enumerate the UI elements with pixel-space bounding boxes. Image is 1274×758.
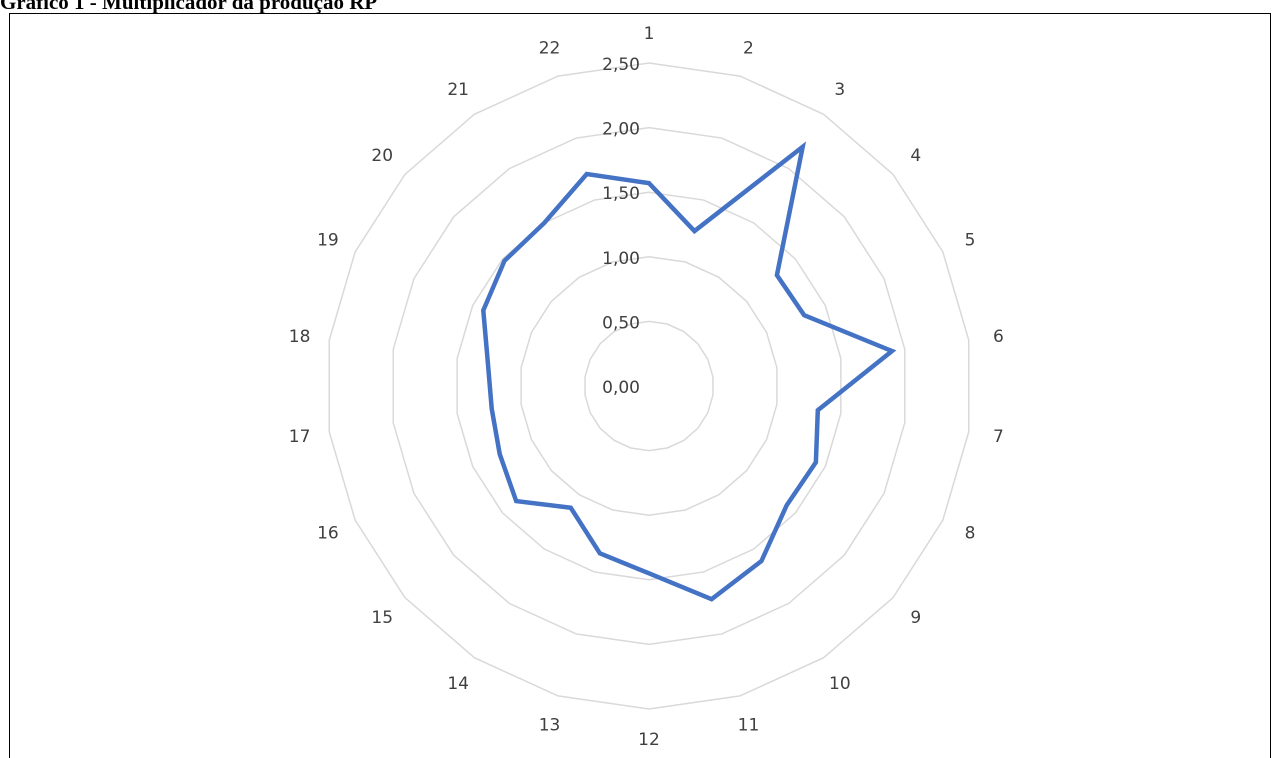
category-label: 22	[539, 38, 561, 58]
radar-series	[481, 141, 897, 602]
category-label: 2	[743, 38, 754, 58]
category-label: 8	[965, 524, 976, 544]
category-label: 13	[539, 716, 561, 736]
category-label: 19	[317, 230, 339, 250]
tick-label: 0,00	[602, 378, 640, 398]
grid-ring-3	[456, 191, 842, 581]
tick-label: 2,00	[602, 120, 640, 140]
category-label: 16	[317, 524, 339, 544]
category-label: 3	[834, 80, 845, 100]
category-label: 9	[910, 608, 921, 628]
category-label: 6	[993, 327, 1004, 347]
category-label: 4	[910, 146, 921, 166]
grid-ring-4	[392, 126, 906, 646]
radar-grid	[328, 62, 970, 710]
category-label: 17	[289, 427, 311, 447]
tick-label: 2,50	[602, 55, 640, 75]
category-label: 18	[289, 327, 311, 347]
series-line-0	[481, 141, 897, 602]
chart-frame	[9, 13, 1271, 758]
category-label: 14	[447, 674, 469, 694]
category-label: 20	[371, 146, 393, 166]
category-label: 7	[993, 427, 1004, 447]
grid-ring-5	[328, 62, 970, 710]
grid-ring-1	[584, 320, 714, 452]
tick-label: 1,50	[602, 184, 640, 204]
tick-label: 0,50	[602, 313, 640, 333]
grid-ring-2	[520, 256, 778, 516]
category-label: 21	[447, 80, 469, 100]
page-title: Gráfico 1 - Multiplicador da produção RP	[0, 0, 378, 14]
category-label: 12	[638, 730, 660, 750]
category-label: 5	[965, 230, 976, 250]
category-label: 1	[644, 24, 655, 44]
tick-label: 1,00	[602, 249, 640, 269]
category-label: 10	[829, 674, 851, 694]
category-label: 15	[371, 608, 393, 628]
category-label: 11	[738, 716, 760, 736]
radial-tick-labels: 0,00 0,50 1,00 1,50 2,00 2,50	[602, 55, 640, 398]
